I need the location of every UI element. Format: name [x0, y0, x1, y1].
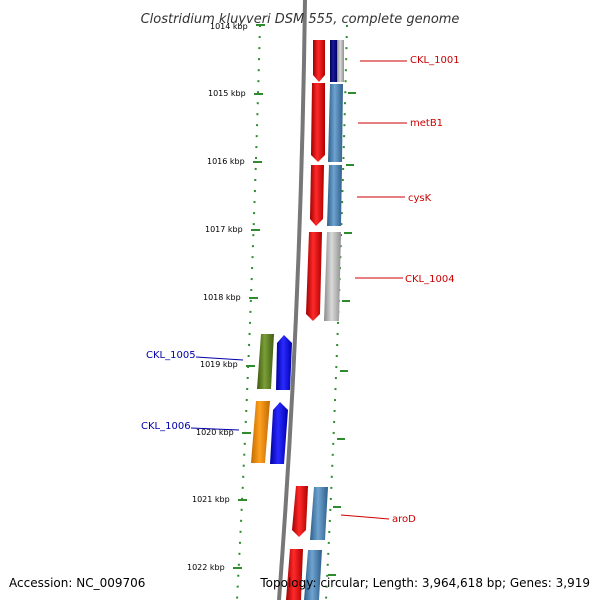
- genome-backbone: [277, 0, 307, 600]
- cog-ckl-1001-gray: [337, 40, 344, 82]
- cds-ckl-1004[interactable]: [306, 232, 322, 321]
- map-title: Clostridium kluyveri DSM 555, complete g…: [141, 12, 460, 27]
- cds-arod[interactable]: [292, 486, 308, 537]
- gene-label-ckl-1004[interactable]: CKL_1004: [405, 274, 455, 285]
- cds-ckl-1005[interactable]: [276, 335, 292, 390]
- topology-text: Topology: circular; Length: 3,964,618 bp…: [259, 576, 590, 590]
- cog-arod: [310, 487, 328, 540]
- gene-label-ckl-1006[interactable]: CKL_1006: [141, 421, 191, 432]
- cds-metb1[interactable]: [311, 83, 325, 162]
- outer-tick-marks: [328, 92, 356, 576]
- tick-label-1015: 1015 kbp: [208, 89, 246, 98]
- cog-metb1: [328, 84, 343, 162]
- cog-ckl-1001-navy: [330, 40, 337, 82]
- cds-ckl-1001[interactable]: [313, 40, 325, 82]
- tick-label-1018: 1018 kbp: [203, 293, 241, 302]
- gene-label-cysk[interactable]: cysK: [408, 193, 432, 204]
- tick-label-1016: 1016 kbp: [207, 157, 245, 166]
- cog-ckl-1005-olive: [257, 334, 274, 389]
- tick-label-1017: 1017 kbp: [205, 225, 243, 234]
- gene-label-arod[interactable]: aroD: [392, 514, 416, 525]
- cds-next-forward[interactable]: [286, 549, 303, 600]
- gene-label-ckl-1005[interactable]: CKL_1005: [146, 350, 196, 361]
- cds-cysk[interactable]: [310, 165, 324, 226]
- cog-cysk: [327, 165, 342, 226]
- cds-ckl-1006[interactable]: [270, 402, 288, 464]
- cog-ckl-1004: [324, 232, 341, 321]
- tick-label-1020: 1020 kbp: [196, 428, 234, 437]
- cog-track: [304, 40, 344, 600]
- reverse-cds-track: [251, 334, 292, 464]
- gene-label-metb1[interactable]: metB1: [410, 118, 443, 129]
- forward-cds-track: [286, 40, 325, 600]
- tick-label-1019: 1019 kbp: [200, 360, 238, 369]
- kbp-ticks: [233, 24, 265, 569]
- label-leaders: [190, 60, 407, 520]
- cog-ckl-1006-orange: [251, 401, 270, 463]
- accession-text: Accession: NC_009706: [9, 576, 145, 590]
- gene-label-ckl-1001[interactable]: CKL_1001: [410, 55, 460, 66]
- inner-dotted-track: [236, 24, 261, 600]
- tick-label-1014: 1014 kbp: [210, 22, 248, 31]
- tick-label-1022: 1022 kbp: [187, 563, 225, 572]
- cog-next: [304, 550, 322, 600]
- tick-label-1021: 1021 kbp: [192, 495, 230, 504]
